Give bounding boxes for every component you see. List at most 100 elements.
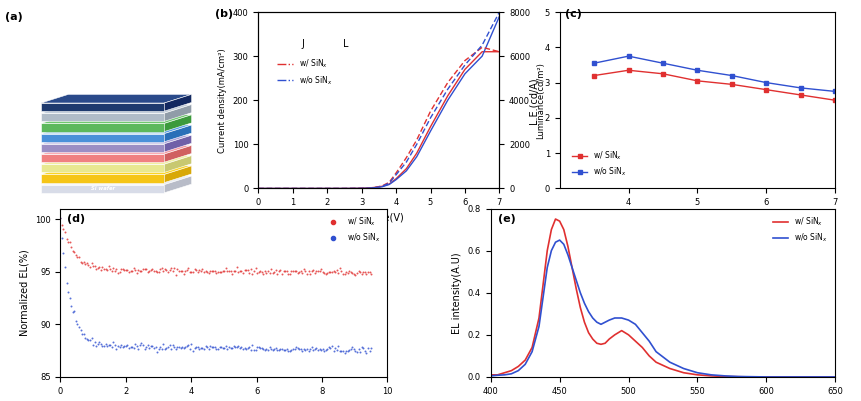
Point (117, 266, 131, 273)
Point (57, 250, 71, 257)
Point (199, 343, 213, 350)
Point (132, 267, 146, 273)
Point (209, 346, 223, 352)
Point (182, 342, 195, 348)
Point (127, 344, 140, 351)
Point (293, 346, 307, 352)
Point (319, 270, 332, 277)
Point (251, 269, 265, 275)
Legend: w/ SiN$_x$, w/o SiN$_x$: w/ SiN$_x$, w/o SiN$_x$ (322, 213, 384, 247)
Point (307, 346, 320, 353)
Point (122, 345, 136, 352)
Text: EML(20nm): EML(20nm) (86, 146, 120, 150)
Point (69, 318, 83, 324)
Point (360, 271, 374, 277)
Text: HIL(10nm): HIL(10nm) (87, 166, 118, 171)
Polygon shape (41, 176, 192, 185)
Point (205, 344, 219, 350)
Point (269, 345, 282, 351)
Point (318, 270, 331, 277)
Point (358, 269, 372, 275)
Point (166, 267, 180, 274)
Point (119, 342, 133, 349)
Point (241, 345, 255, 351)
Point (341, 348, 355, 354)
Point (295, 348, 309, 354)
Point (331, 343, 345, 350)
Point (169, 271, 183, 278)
Point (249, 347, 263, 354)
Point (153, 344, 167, 350)
Legend: w/ SiN$_x$, w/o SiN$_x$: w/ SiN$_x$, w/o SiN$_x$ (274, 55, 336, 89)
Point (170, 343, 184, 350)
Point (139, 265, 153, 272)
X-axis label: Voltage(V): Voltage(V) (354, 213, 404, 223)
Point (124, 268, 138, 274)
Point (338, 350, 351, 356)
Point (86, 342, 100, 348)
Point (349, 271, 362, 278)
Point (282, 271, 295, 277)
Polygon shape (41, 185, 164, 193)
Polygon shape (41, 113, 164, 122)
Point (84, 260, 98, 266)
Point (226, 343, 240, 350)
Point (316, 346, 330, 352)
Point (146, 266, 159, 272)
Point (111, 342, 125, 349)
Point (276, 345, 289, 352)
Point (183, 268, 197, 275)
Point (108, 342, 121, 348)
Point (100, 343, 114, 350)
Point (280, 345, 294, 352)
Point (253, 344, 267, 351)
Polygon shape (41, 134, 164, 142)
Point (166, 342, 180, 348)
Point (343, 268, 356, 274)
Point (74, 327, 88, 334)
Point (94, 341, 108, 348)
Point (99, 341, 113, 347)
Point (178, 344, 192, 350)
Polygon shape (164, 105, 192, 122)
Point (144, 267, 158, 273)
Point (164, 346, 178, 352)
Point (361, 345, 375, 351)
Point (63, 295, 77, 302)
Point (266, 347, 280, 353)
Point (228, 344, 242, 350)
Point (103, 342, 117, 349)
Point (65, 302, 78, 309)
Text: (c): (c) (565, 8, 582, 18)
Point (345, 344, 359, 350)
Point (141, 269, 155, 275)
X-axis label: Voltage(V): Voltage(V) (672, 213, 722, 223)
Point (328, 269, 342, 275)
Point (58, 229, 71, 235)
Point (320, 270, 334, 277)
Point (351, 346, 365, 352)
Point (57, 226, 71, 232)
Point (238, 344, 251, 351)
Point (226, 345, 239, 352)
Point (219, 343, 232, 349)
Point (217, 344, 231, 351)
Point (91, 341, 105, 348)
Point (146, 342, 159, 349)
Point (344, 346, 357, 353)
Text: SiNx (1μm): SiNx (1μm) (86, 105, 119, 109)
Point (361, 269, 375, 275)
Point (138, 265, 152, 272)
Point (124, 344, 138, 350)
Point (222, 344, 236, 350)
Y-axis label: Luminance(cd/m²): Luminance(cd/m²) (536, 62, 545, 139)
Point (232, 268, 245, 275)
Polygon shape (41, 146, 192, 154)
Point (347, 271, 361, 277)
Point (128, 340, 142, 347)
Point (149, 344, 163, 350)
Point (90, 266, 103, 272)
Point (191, 344, 205, 350)
Point (263, 344, 276, 350)
Point (230, 264, 244, 271)
